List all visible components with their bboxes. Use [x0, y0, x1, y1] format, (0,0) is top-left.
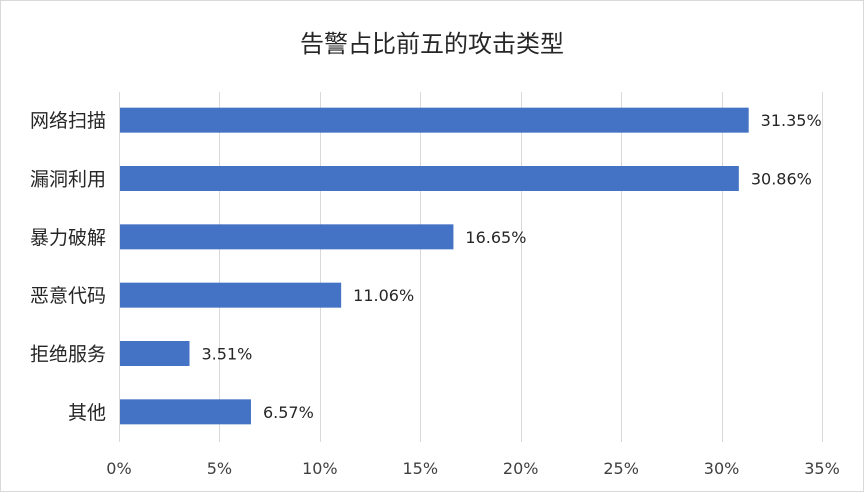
category-label: 恶意代码 — [30, 285, 106, 307]
data-label: 6.57% — [263, 403, 314, 422]
data-label: 3.51% — [202, 345, 253, 364]
x-tick-label: 25% — [603, 459, 639, 478]
category-label: 漏洞利用 — [30, 169, 106, 191]
category-label: 网络扫描 — [30, 110, 106, 132]
bar[interactable] — [120, 282, 342, 308]
x-tick-label: 35% — [804, 459, 840, 478]
x-tick-label: 10% — [302, 459, 338, 478]
x-tick-label: 5% — [207, 459, 232, 478]
category-label: 其他 — [68, 402, 106, 424]
bar[interactable] — [120, 399, 251, 425]
bar[interactable] — [120, 166, 739, 191]
category-label: 暴力破解 — [30, 227, 106, 249]
bar[interactable] — [120, 107, 749, 133]
x-tick-label: 20% — [503, 459, 539, 478]
x-tick-label: 30% — [704, 459, 740, 478]
x-tick-label: 0% — [106, 459, 131, 478]
data-label: 31.35% — [761, 111, 822, 130]
bar[interactable] — [120, 341, 190, 366]
x-tick-label: 15% — [403, 459, 439, 478]
data-label: 16.65% — [465, 228, 526, 247]
data-label: 30.86% — [751, 170, 812, 189]
category-label: 拒绝服务 — [30, 344, 106, 366]
bar[interactable] — [120, 224, 454, 250]
data-label: 11.06% — [353, 286, 414, 305]
chart-title: 告警占比前五的攻击类型 — [300, 30, 564, 58]
